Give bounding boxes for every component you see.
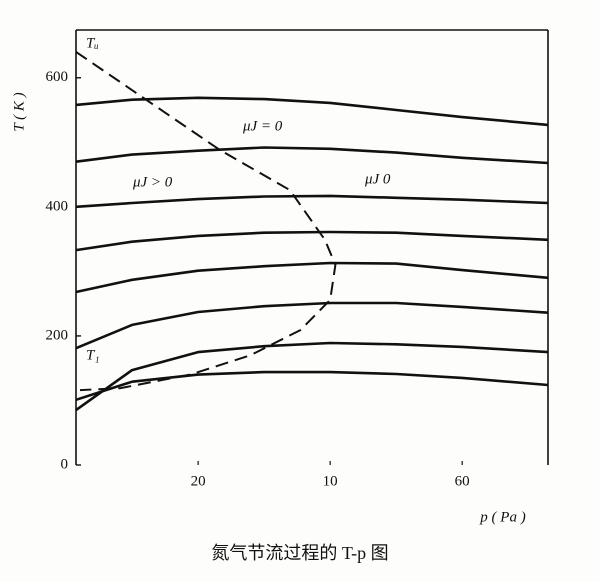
curve [75,261,549,294]
curve [75,146,549,165]
dashed-curve [75,51,337,392]
x-tick-label: 10 [323,473,338,489]
y-tick-label: 600 [46,69,69,85]
curve [75,194,549,209]
annotation: T₁ [86,347,100,363]
curve [75,301,549,350]
y-tick-label: 200 [46,327,69,343]
curve [75,341,549,412]
annotation: μJ 0 [364,171,391,187]
x-tick-label: 60 [455,473,470,489]
y-axis-label: T ( K ) [11,92,27,131]
x-axis-label: p ( Pa ) [479,509,525,525]
annotation: μJ > 0 [132,174,173,190]
curve [75,230,549,252]
caption: 氮气节流过程的 T-p 图 [211,543,388,563]
y-tick-label: 400 [46,198,69,214]
y-tick-label: 0 [61,456,69,472]
x-tick-label: 20 [191,473,206,489]
curve [75,370,549,402]
curve [75,96,549,127]
annotation: μJ = 0 [242,118,283,134]
annotation: Tᵤ [86,35,99,51]
